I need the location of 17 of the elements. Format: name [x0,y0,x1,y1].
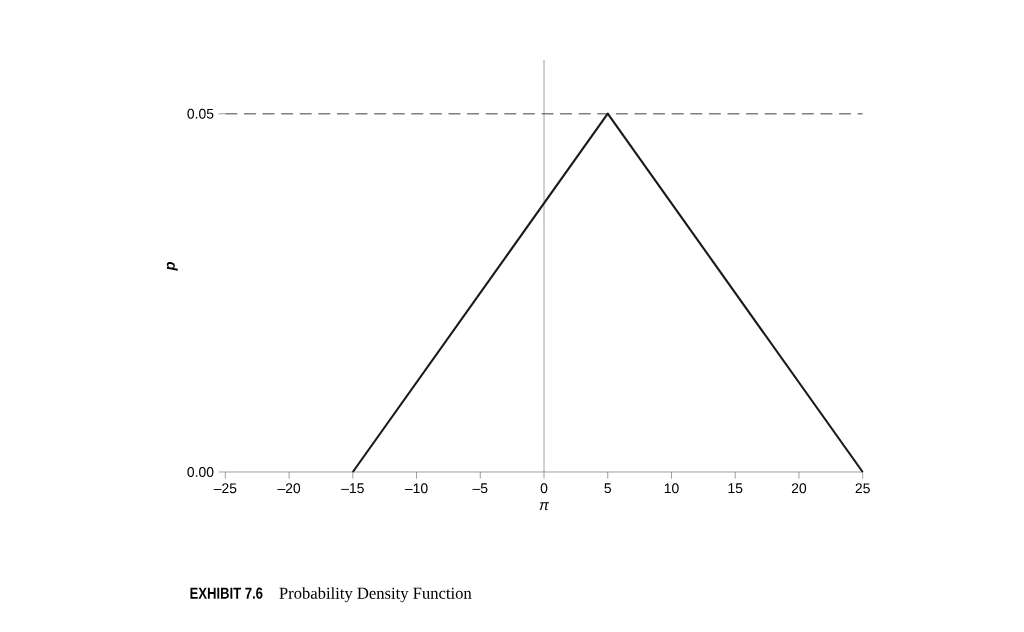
x-tick-label: 0 [540,483,548,494]
x-tick-label: 10 [664,483,679,494]
x-tick-label: 5 [604,483,612,494]
x-tick-label: –20 [277,483,301,494]
x-tick-label: –25 [213,483,237,494]
x-tick-label: –5 [472,483,488,494]
y-tick-label: 0.00 [187,467,214,477]
y-tick-label: 0.05 [187,108,214,119]
y-axis-title: p [166,262,178,271]
x-tick-label: –10 [404,483,428,494]
x-tick-label: 20 [791,483,807,494]
x-tick-label: 15 [728,483,743,494]
x-tick-label: 25 [855,483,870,494]
x-axis-title: π [539,502,550,511]
text: EXHIBIT 7.6 [190,587,263,599]
x-tick-label: –15 [341,483,364,494]
text: Probability Density Function [279,587,472,603]
